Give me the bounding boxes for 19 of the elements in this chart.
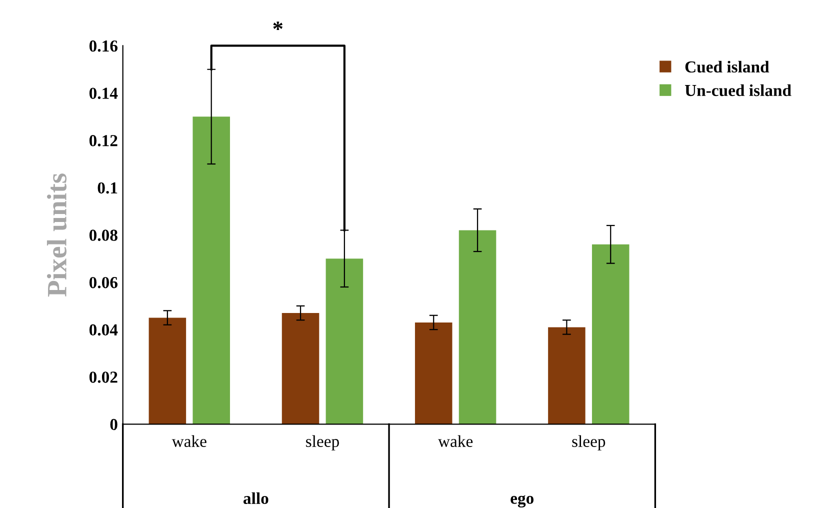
y-tick-label: 0.14	[89, 88, 118, 100]
text: *	[273, 22, 283, 30]
y-tick-label: 0.1	[98, 182, 118, 194]
legend-label: Un-cued island	[684, 84, 792, 96]
text: ego	[510, 495, 534, 508]
y-tick-label: 0.16	[89, 40, 118, 52]
y-tick-label: 0.12	[89, 135, 118, 146]
y-tick-label: 0.08	[89, 230, 118, 241]
x-tick-label: wake	[172, 435, 206, 448]
legend-label: Cued island	[685, 60, 770, 73]
text: allo	[244, 492, 268, 504]
y-tick-label: 0.04	[89, 324, 118, 336]
y-tick-label: 0.06	[89, 276, 118, 288]
x-tick-label: sleep	[572, 435, 606, 450]
y-tick-label: 0.02	[89, 372, 118, 383]
y-tick-label: 0	[110, 418, 118, 430]
x-tick-label: wake	[438, 435, 473, 448]
y-axis-title: Pixel units	[46, 174, 67, 297]
x-tick-label: sleep	[306, 435, 339, 450]
